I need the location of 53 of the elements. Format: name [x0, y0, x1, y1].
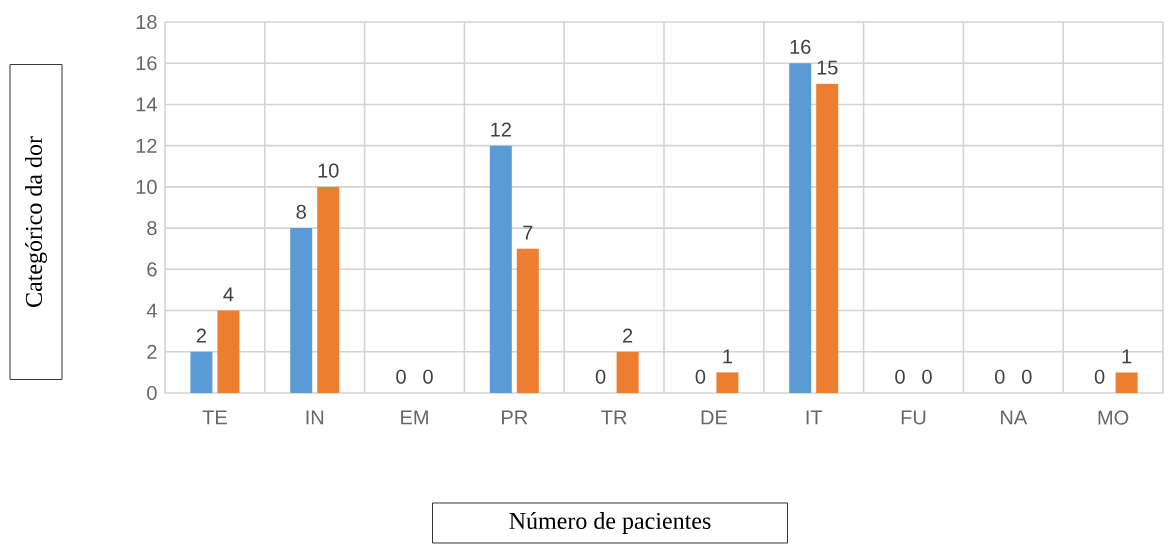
- x-tick-label: DE: [701, 410, 727, 425]
- bar: [616, 351, 639, 393]
- data-label: 0: [922, 369, 932, 384]
- x-tick-label: NA: [1001, 410, 1028, 425]
- data-label: 0: [1094, 369, 1105, 384]
- x-tick-label: MO: [1098, 410, 1129, 425]
- y-tick-label: 4: [146, 303, 157, 318]
- y-tick-label: 8: [147, 221, 157, 236]
- bar: [217, 310, 240, 393]
- x-tick-label: EM: [401, 410, 428, 425]
- y-axis-title: Categórico da dor: [25, 136, 47, 307]
- y-tick-label: 12: [136, 138, 157, 153]
- data-label: 0: [695, 369, 706, 384]
- y-tick-label: 14: [136, 97, 157, 112]
- data-label: 0: [396, 369, 406, 384]
- x-tick-label: TE: [202, 410, 227, 425]
- data-label: 0: [423, 369, 433, 384]
- data-label: 0: [1022, 369, 1032, 384]
- data-label: 7: [523, 225, 533, 240]
- x-tick-label: PR: [502, 410, 528, 425]
- y-tick-label: 6: [147, 262, 157, 277]
- x-tick-label: TR: [601, 410, 627, 425]
- y-tick-label: 16: [136, 56, 157, 71]
- y-tick-label: 2: [147, 344, 157, 359]
- bar: [489, 145, 512, 393]
- x-axis-title: Número de pacientes: [509, 512, 711, 534]
- bar: [290, 228, 313, 393]
- bar: [317, 186, 340, 393]
- y-tick-label: 0: [147, 385, 157, 401]
- data-label: 1: [723, 349, 732, 364]
- bar: [516, 248, 539, 393]
- data-label: 2: [623, 328, 633, 343]
- bar: [190, 351, 213, 393]
- data-label: 10: [318, 163, 339, 178]
- data-label: 8: [296, 204, 306, 219]
- x-tick-label: IT: [806, 410, 823, 425]
- x-tick-label: IN: [306, 410, 324, 425]
- bar: [1115, 372, 1138, 393]
- data-label: 0: [995, 369, 1005, 384]
- data-label: 12: [491, 122, 511, 137]
- data-label: 0: [895, 369, 905, 384]
- y-tick-label: 10: [136, 179, 157, 194]
- data-label: 15: [817, 60, 838, 75]
- data-label: 16: [790, 39, 811, 55]
- data-label: 1: [1122, 349, 1132, 364]
- x-tick-label: FU: [901, 410, 926, 425]
- bar: [816, 83, 839, 393]
- data-label: 2: [196, 328, 206, 343]
- bar: [789, 63, 812, 393]
- data-label: 0: [595, 369, 606, 384]
- bar: [716, 372, 739, 393]
- y-tick-label: 18: [136, 14, 157, 30]
- data-label: 4: [223, 287, 234, 302]
